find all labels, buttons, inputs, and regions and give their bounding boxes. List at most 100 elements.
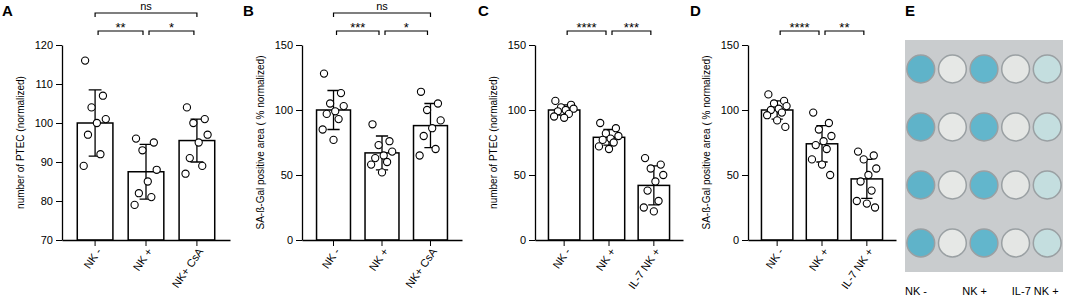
x-tick-label: NK + (807, 246, 831, 273)
y-axis: 050100150 (275, 39, 303, 246)
data-point (330, 136, 337, 143)
data-point (782, 123, 789, 130)
column-label: NK + (962, 285, 987, 297)
data-point (871, 204, 878, 211)
data-point (820, 138, 827, 145)
data-point (857, 178, 864, 185)
y-tick-mark (56, 84, 62, 85)
y-axis-title: number of PTEC (normalized) (488, 76, 499, 209)
y-tick: 150 (275, 39, 302, 51)
data-point (815, 126, 822, 133)
data-point (97, 151, 104, 158)
well (1033, 229, 1061, 257)
well (907, 229, 935, 257)
y-axis-line (62, 46, 63, 241)
x-tick: NK + (807, 240, 831, 273)
x-tick: NK - (763, 240, 786, 271)
data-point (372, 155, 379, 162)
well (1002, 171, 1030, 199)
data-point (644, 187, 651, 194)
y-tick: 110 (35, 78, 62, 90)
data-point (335, 116, 342, 123)
x-tick-label: NK + (594, 246, 618, 273)
data-point (150, 139, 157, 146)
y-tick-label: 70 (41, 234, 53, 246)
data-point (765, 91, 772, 98)
y-tick-mark (529, 175, 535, 176)
data-point (319, 126, 326, 133)
y-tick-mark (56, 162, 62, 163)
data-point (99, 92, 106, 99)
x-tick-mark (430, 240, 431, 246)
x-tick-mark (609, 240, 610, 246)
x-tick: NK + (594, 240, 618, 273)
plot-area (317, 70, 448, 240)
panel-label: B (243, 2, 254, 19)
data-point (552, 97, 559, 104)
well (1002, 55, 1030, 83)
x-tick-label: NK + (131, 246, 155, 273)
data-point (810, 109, 817, 116)
y-axis-line (535, 46, 536, 241)
y-tick: 0 (733, 234, 748, 246)
data-point (183, 104, 190, 111)
data-point (605, 145, 612, 152)
data-point (828, 132, 835, 139)
significance-bracket (95, 13, 197, 17)
y-tick-mark (296, 240, 302, 241)
data-point (808, 156, 815, 163)
y-tick-label: 120 (35, 39, 53, 51)
significance-label: **** (576, 20, 596, 35)
data-point (423, 106, 430, 113)
data-point (131, 201, 138, 208)
data-point (102, 116, 109, 123)
y-tick-label: 50 (514, 169, 526, 181)
well (970, 113, 998, 141)
data-point (190, 119, 197, 126)
y-tick: 50 (281, 169, 302, 181)
data-point (827, 171, 834, 178)
data-point (420, 132, 427, 139)
significance-label: ** (115, 20, 125, 35)
bar (593, 137, 624, 240)
y-tick: 50 (727, 169, 748, 181)
x-tick: NK+ CsA (403, 240, 439, 290)
data-point (327, 100, 334, 107)
error-bar (89, 90, 102, 156)
plate (905, 40, 1063, 272)
data-point (647, 165, 654, 172)
plot-area (761, 91, 882, 240)
data-point (640, 204, 647, 211)
well (938, 229, 966, 257)
data-point (854, 148, 861, 155)
y-tick-label: 100 (508, 104, 526, 116)
y-axis: 050100150 (508, 39, 536, 246)
data-point (195, 139, 202, 146)
y-tick-label: 50 (281, 169, 293, 181)
significance-label: ** (839, 20, 849, 35)
data-point (139, 147, 146, 154)
data-point (80, 162, 87, 169)
x-tick: NK + (131, 240, 155, 273)
panel-label: E (905, 2, 915, 19)
data-point (615, 132, 622, 139)
well (907, 55, 935, 83)
y-tick-mark (56, 123, 62, 124)
data-point (823, 145, 830, 152)
data-point (386, 138, 393, 145)
data-point (551, 113, 558, 120)
y-axis: 708090100110120 (35, 39, 63, 246)
column-label: NK - (905, 285, 927, 297)
y-tick-label: 90 (41, 156, 53, 168)
data-point (378, 169, 385, 176)
y-tick-mark (296, 45, 302, 46)
y-tick: 90 (41, 156, 62, 168)
y-tick: 50 (514, 169, 535, 181)
significance-label: *** (624, 20, 639, 35)
data-point (337, 90, 344, 97)
data-point (429, 125, 436, 132)
significance-label: ns (376, 0, 388, 12)
data-point (764, 112, 771, 119)
bar (761, 110, 792, 240)
y-tick: 70 (41, 234, 62, 246)
